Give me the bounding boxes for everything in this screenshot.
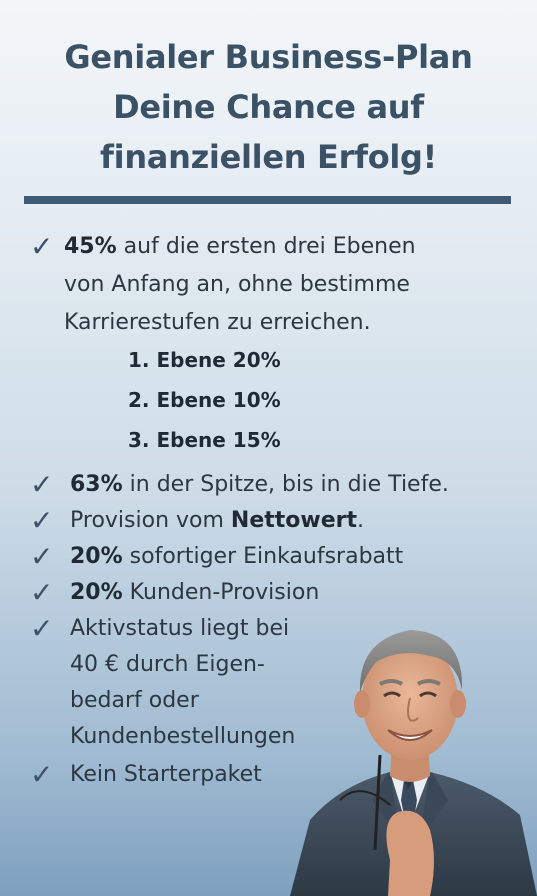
- list-item: 20% Kunden-Provision: [70, 578, 319, 608]
- percent-value: 20%: [70, 544, 123, 569]
- title-divider: [24, 196, 511, 204]
- item-text: in der Spitze, bis in die Tiefe.: [122, 472, 449, 497]
- title-line-3: finanziellen Erfolg!: [100, 138, 437, 176]
- percent-value: 20%: [70, 580, 123, 605]
- check-icon: ✓: [30, 758, 54, 791]
- highlight-text: Nettowert: [230, 508, 358, 533]
- check-icon: ✓: [30, 504, 54, 537]
- item-text: 40 € durch Eigen-: [70, 652, 265, 677]
- list-item: Karrierestufen zu erreichen.: [64, 308, 371, 338]
- list-item: 45% auf die ersten drei Ebenen: [64, 232, 416, 262]
- list-item: bedarf oder: [70, 686, 199, 716]
- list-item: Provision vom Nettowert.: [70, 506, 364, 536]
- level-item: 1. Ebene 20%: [128, 348, 281, 372]
- item-text: Aktivstatus liegt bei: [70, 616, 290, 641]
- list-item: von Anfang an, ohne bestimme: [64, 270, 410, 300]
- item-text: bedarf oder: [70, 688, 199, 713]
- list-item: Aktivstatus liegt bei: [70, 614, 289, 644]
- level-item: 2. Ebene 10%: [128, 388, 281, 412]
- check-icon: ✓: [30, 612, 54, 645]
- item-text: auf die ersten drei Ebenen: [116, 234, 416, 259]
- item-text: Provision vom: [70, 508, 231, 533]
- page-title: Genialer Business-Plan Deine Chance auf …: [0, 32, 537, 182]
- item-text: Karrierestufen zu erreichen.: [64, 310, 371, 335]
- item-text: von Anfang an, ohne bestimme: [64, 272, 410, 297]
- item-text: .: [357, 508, 365, 533]
- item-text: Kunden-Provision: [122, 580, 320, 605]
- check-icon: ✓: [30, 468, 54, 501]
- title-line-2: Deine Chance auf: [113, 88, 424, 126]
- businessman-photo: [280, 600, 537, 896]
- check-icon: ✓: [30, 540, 54, 573]
- title-line-1: Genialer Business-Plan: [64, 38, 473, 76]
- percent-value: 45%: [64, 234, 117, 259]
- list-item: 40 € durch Eigen-: [70, 650, 265, 680]
- list-item: 63% in der Spitze, bis in die Tiefe.: [70, 470, 449, 500]
- item-text: Kein Starterpaket: [70, 762, 262, 787]
- check-icon: ✓: [30, 230, 54, 263]
- level-item: 3. Ebene 15%: [128, 428, 281, 452]
- list-item: Kein Starterpaket: [70, 760, 262, 790]
- list-item: Kundenbestellungen: [70, 722, 295, 752]
- item-text: Kundenbestellungen: [70, 724, 296, 749]
- list-item: 20% sofortiger Einkaufsrabatt: [70, 542, 403, 572]
- item-text: sofortiger Einkaufsrabatt: [122, 544, 404, 569]
- percent-value: 63%: [70, 472, 123, 497]
- check-icon: ✓: [30, 576, 54, 609]
